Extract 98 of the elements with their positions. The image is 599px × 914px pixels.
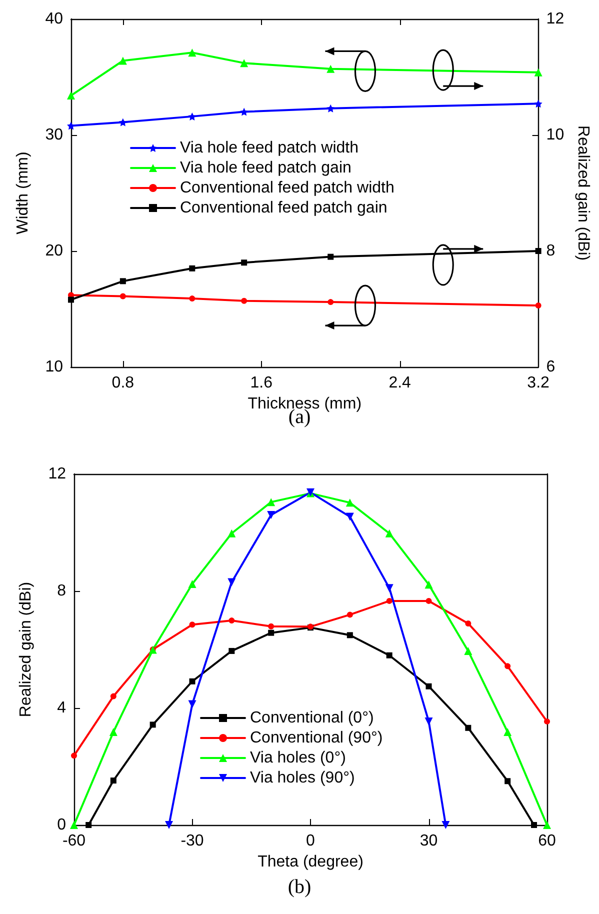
- point: [442, 821, 450, 829]
- x-tick-label: -30: [180, 832, 204, 850]
- point: [465, 620, 472, 626]
- point: [110, 778, 116, 784]
- point: [240, 108, 248, 116]
- point: [70, 821, 78, 829]
- point: [426, 683, 432, 690]
- point: [504, 728, 512, 736]
- x-tick-label: 2.4: [388, 374, 412, 392]
- point: [268, 630, 274, 636]
- point: [267, 510, 276, 519]
- legend-label: Conventional (0°): [250, 710, 374, 726]
- point: [188, 112, 196, 120]
- point: [110, 693, 116, 700]
- point: [189, 265, 196, 272]
- y-tick-label: 40: [45, 10, 64, 28]
- point: [544, 718, 550, 724]
- point: [228, 648, 235, 654]
- y-tick-label: 8: [57, 582, 66, 600]
- text: (b): [288, 876, 312, 898]
- point: [424, 580, 433, 589]
- point: [543, 821, 551, 829]
- y-tick-label: 30: [45, 126, 64, 144]
- point: [228, 529, 236, 538]
- point: [535, 302, 542, 309]
- x-tick-label: 0.8: [112, 374, 134, 392]
- y2-tick-label: 8: [546, 242, 556, 260]
- point: [86, 822, 92, 828]
- point: [189, 622, 196, 628]
- point: [241, 298, 248, 304]
- point: [109, 728, 118, 736]
- point: [267, 498, 276, 506]
- point: [189, 296, 196, 302]
- y-tick-label: 20: [45, 242, 64, 260]
- point: [328, 299, 334, 306]
- point: [385, 584, 394, 592]
- legend-label: Conventional (90°): [250, 730, 383, 746]
- y-axis-title: Realized gain (dBi): [18, 582, 34, 718]
- point: [188, 48, 196, 57]
- point: [504, 778, 511, 784]
- legend-label: Via holes (0°): [250, 750, 346, 766]
- point: [504, 663, 511, 670]
- point: [346, 632, 353, 638]
- point: [189, 678, 196, 684]
- point: [534, 68, 542, 76]
- x-tick-label: 1.6: [250, 374, 273, 392]
- y-tick-label: 4: [57, 700, 66, 716]
- y-tick-label: 10: [45, 358, 64, 376]
- point: [386, 652, 392, 658]
- point: [240, 59, 248, 68]
- point: [71, 752, 77, 759]
- legend-label: Via hole feed patch width: [180, 140, 358, 156]
- y2-tick-label: 12: [546, 10, 564, 28]
- y2-tick-label: 10: [546, 126, 564, 144]
- point: [535, 248, 542, 254]
- point: [530, 822, 537, 828]
- x-tick-label: -60: [62, 832, 86, 850]
- point: [326, 104, 335, 112]
- point: [120, 293, 126, 300]
- point: [385, 529, 394, 538]
- y-tick-label: 12: [48, 466, 66, 482]
- point: [424, 717, 433, 726]
- point: [464, 646, 472, 655]
- x-tick-label: 0: [306, 832, 316, 850]
- point: [328, 254, 334, 260]
- point: [268, 623, 274, 630]
- y-tick-label: 0: [57, 816, 66, 834]
- point: [426, 598, 432, 604]
- point: [188, 700, 196, 708]
- point: [465, 724, 472, 731]
- point: [228, 618, 235, 624]
- legend-label: Via hole feed patch gain: [180, 160, 352, 176]
- point: [150, 722, 156, 728]
- x-axis-title: Theta (degree): [258, 853, 364, 870]
- legend-label: Conventional feed patch width: [180, 180, 394, 196]
- y-axis-title: Width (mm): [14, 152, 32, 234]
- point: [241, 260, 248, 266]
- point: [326, 64, 335, 73]
- x-tick-label: 3.2: [527, 374, 550, 392]
- point: [386, 598, 392, 604]
- point: [67, 122, 75, 130]
- point: [534, 100, 542, 108]
- x-tick-label: 60: [538, 832, 556, 850]
- point: [228, 578, 236, 586]
- x-tick-label: 30: [420, 832, 438, 850]
- point: [120, 278, 126, 284]
- legend-label: Via holes (90°): [250, 770, 355, 786]
- point: [188, 580, 196, 588]
- y2-axis-title: Realized gain (dBi): [574, 125, 592, 261]
- point: [346, 612, 353, 618]
- point: [346, 498, 354, 507]
- point: [164, 821, 173, 829]
- point: [67, 92, 75, 100]
- point: [118, 56, 127, 65]
- y2-tick-label: 6: [546, 358, 556, 376]
- point: [346, 512, 354, 521]
- legend-label: Conventional feed patch gain: [180, 200, 388, 216]
- point: [68, 296, 74, 303]
